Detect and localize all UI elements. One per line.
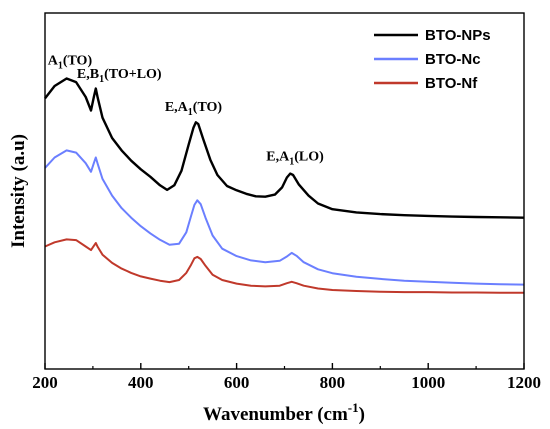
x-tick-label: 200 [32,373,58,392]
legend-label-bto-nf: BTO-Nf [425,75,478,92]
x-ticks: 200 400 600 800 1000 1200 [32,363,541,392]
peak-annotations: A1(TO)E,B1(TO+LO)E,A1(TO) E,A1(LO) [48,54,324,168]
x-tick-label: 600 [224,373,250,392]
plot-lines [44,77,525,294]
x-tick-label: 400 [128,373,154,392]
annotation-eb1: E,B1(TO+LO) [77,67,162,85]
x-tick-label: 800 [320,373,346,392]
annotation-a1to: A1(TO) [48,54,93,72]
x-axis-title: Wavenumber (cm-1) [203,400,365,425]
series-line-bto-nps [44,77,525,219]
x-axis-title-sup: -1 [348,400,359,415]
annotation-ea1lo: E,A1(LO) [266,150,324,168]
x-tick-label: 1000 [411,373,445,392]
series-line-bto-nc [44,149,525,286]
annotation-ea1to: E,A1(TO) [165,100,223,118]
legend-label-bto-nps: BTO-NPs [425,27,491,44]
y-axis-title: Intensity (a.u) [8,134,29,248]
legend: BTO-NPs BTO-Nc BTO-Nf [374,27,491,92]
legend-label-bto-nc: BTO-Nc [425,51,481,68]
x-axis-title-close: ) [359,404,365,425]
x-axis-title-main: Wavenumber (cm [203,404,348,425]
x-tick-label: 1200 [507,373,541,392]
series-line-bto-nf [44,238,524,294]
